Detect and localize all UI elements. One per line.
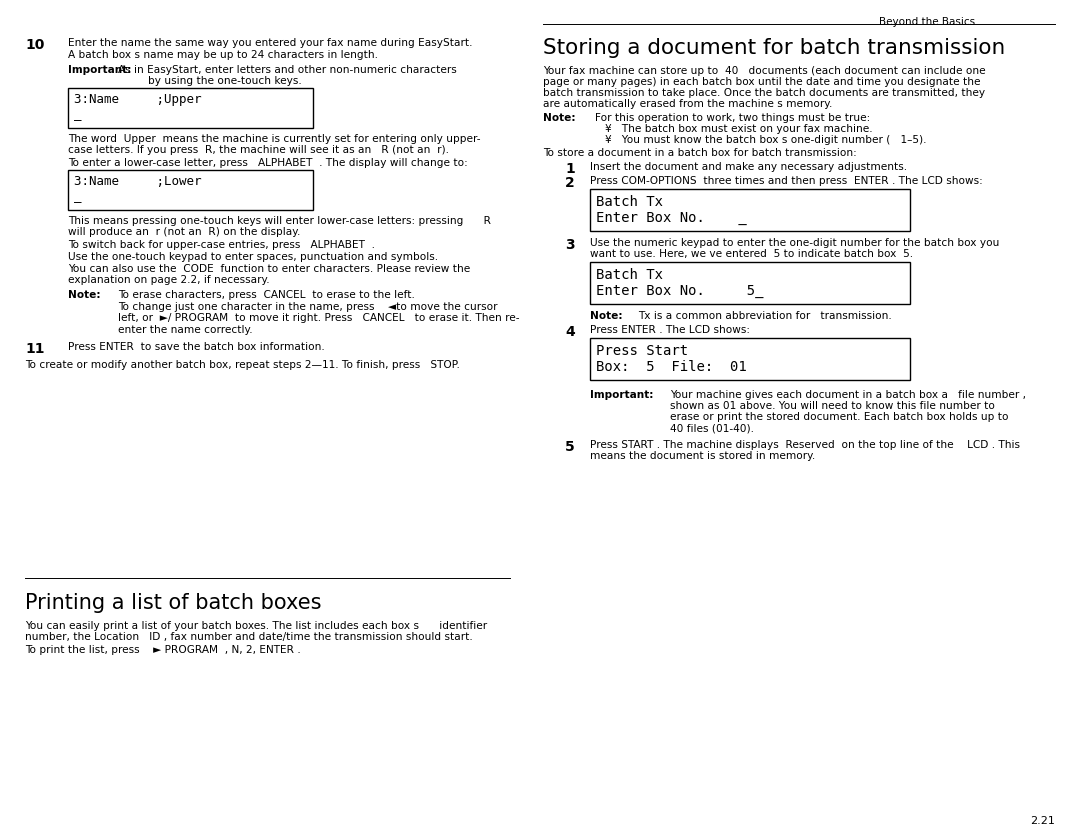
Text: case letters. If you press  R, the machine will see it as an   R (not an  r).: case letters. If you press R, the machin… [68,145,449,155]
Text: As in EasyStart, enter letters and other non-numeric characters: As in EasyStart, enter letters and other… [118,65,457,75]
Bar [68,88,313,128]
Text: Note:: Note: [590,311,623,321]
Text: Note:: Note: [68,290,100,300]
Text: Note:: Note: [543,113,576,123]
Text: 40 files (01-40).: 40 files (01-40). [670,423,754,433]
Text: number, the Location   ID , fax number and date/time the transmission should sta: number, the Location ID , fax number and… [25,632,473,642]
Text: erase or print the stored document. Each batch box holds up to: erase or print the stored document. Each… [670,412,1009,422]
Text: 3: 3 [565,238,575,252]
Text: Tx is a common abbreviation for   transmission.: Tx is a common abbreviation for transmis… [638,311,892,321]
Text: by using the one-touch keys.: by using the one-touch keys. [148,76,301,86]
Text: Important:: Important: [590,390,653,400]
Text: are automatically erased from the machine s memory.: are automatically erased from the machin… [543,99,833,109]
Bar [68,170,313,210]
Text: Press COM‑OPTIONS  three times and then press  ENTER . The LCD shows:: Press COM‑OPTIONS three times and then p… [590,176,983,186]
Text: Enter the name the same way you entered your fax name during EasyStart.: Enter the name the same way you entered … [68,38,473,48]
Text: ¥   You must know the batch box s one-digit number (   1–5).: ¥ You must know the batch box s one-digi… [605,135,927,145]
Text: 3:Name     ;Upper: 3:Name ;Upper [75,93,202,106]
Text: explanation on page 2.2, if necessary.: explanation on page 2.2, if necessary. [68,275,270,285]
Text: A batch box s name may be up to 24 characters in length.: A batch box s name may be up to 24 chara… [68,50,378,60]
Text: _: _ [75,190,81,203]
Text: To erase characters, press  CANCEL  to erase to the left.: To erase characters, press CANCEL to era… [118,290,415,300]
Text: Press ENTER  to save the batch box information.: Press ENTER to save the batch box inform… [68,342,325,352]
Text: want to use. Here, we ve entered  5 to indicate batch box  5.: want to use. Here, we ve entered 5 to in… [590,249,913,259]
Text: Press Start: Press Start [596,344,688,358]
Text: ¥   The batch box must exist on your fax machine.: ¥ The batch box must exist on your fax m… [605,124,873,134]
Text: means the document is stored in memory.: means the document is stored in memory. [590,451,815,461]
Text: Press START . The machine displays  Reserved  on the top line of the    LCD . Th: Press START . The machine displays Reser… [590,440,1020,450]
Text: _: _ [75,108,81,121]
Text: left, or  ►/ PROGRAM  to move it right. Press   CANCEL   to erase it. Then re-: left, or ►/ PROGRAM to move it right. Pr… [118,313,519,323]
Text: Your fax machine can store up to  40   documents (each document can include one: Your fax machine can store up to 40 docu… [543,66,986,76]
Text: Beyond the Basics: Beyond the Basics [879,17,975,27]
Text: 5: 5 [565,440,575,454]
Text: 2.21: 2.21 [1030,816,1055,826]
Text: 11: 11 [25,342,44,356]
Text: page or many pages) in each batch box until the date and time you designate the: page or many pages) in each batch box un… [543,77,981,87]
Text: 3:Name     ;Lower: 3:Name ;Lower [75,175,202,188]
Text: The word  Upper  means the machine is currently set for entering only upper-: The word Upper means the machine is curr… [68,134,481,144]
Text: 1: 1 [565,162,575,176]
Text: To switch back for upper-case entries, press   ALPHABET  .: To switch back for upper-case entries, p… [68,240,375,250]
Text: Batch Tx: Batch Tx [596,268,663,282]
Text: Enter Box No.     5_: Enter Box No. 5_ [596,284,764,298]
Text: Batch Tx: Batch Tx [596,195,663,209]
Text: Your machine gives each document in a batch box a   file number ,: Your machine gives each document in a ba… [670,390,1026,400]
Text: This means pressing one-touch keys will enter lower-case letters: pressing      : This means pressing one-touch keys will … [68,216,491,226]
Text: Storing a document for batch transmission: Storing a document for batch transmissio… [543,38,1005,58]
Text: To change just one character in the name, press    ◄to move the cursor: To change just one character in the name… [118,302,498,312]
Text: 10: 10 [25,38,44,52]
Text: You can easily print a list of your batch boxes. The list includes each box s   : You can easily print a list of your batc… [25,621,487,631]
Text: 2: 2 [565,176,575,190]
Text: For this operation to work, two things must be true:: For this operation to work, two things m… [595,113,870,123]
Text: batch transmission to take place. Once the batch documents are transmitted, they: batch transmission to take place. Once t… [543,88,985,98]
Text: Box:  5  File:  01: Box: 5 File: 01 [596,360,746,374]
Text: Use the one-touch keypad to enter spaces, punctuation and symbols.: Use the one-touch keypad to enter spaces… [68,252,438,262]
Text: 4: 4 [565,325,575,339]
Text: Press ENTER . The LCD shows:: Press ENTER . The LCD shows: [590,325,750,335]
Text: shown as 01 above. You will need to know this file number to: shown as 01 above. You will need to know… [670,401,995,411]
Text: You can also use the  CODE  function to enter characters. Please review the: You can also use the CODE function to en… [68,264,470,274]
Text: Important:: Important: [68,65,132,75]
Text: Insert the document and make any necessary adjustments.: Insert the document and make any necessa… [590,162,907,172]
Text: To create or modify another batch box, repeat steps 2—11. To finish, press   STO: To create or modify another batch box, r… [25,360,460,370]
Text: To print the list, press    ► PROGRAM  , N, 2, ENTER .: To print the list, press ► PROGRAM , N, … [25,645,300,655]
Text: Use the numeric keypad to enter the one-digit number for the batch box you: Use the numeric keypad to enter the one-… [590,238,999,248]
Text: will produce an  r (not an  R) on the display.: will produce an r (not an R) on the disp… [68,227,300,237]
Text: Printing a list of batch boxes: Printing a list of batch boxes [25,593,322,613]
Bar [590,189,910,231]
Text: To enter a lower-case letter, press   ALPHABET  . The display will change to:: To enter a lower-case letter, press ALPH… [68,158,468,168]
Bar [590,338,910,380]
Text: enter the name correctly.: enter the name correctly. [118,325,253,335]
Bar [590,262,910,304]
Text: Enter Box No.    _: Enter Box No. _ [596,211,746,225]
Text: To store a document in a batch box for batch transmission:: To store a document in a batch box for b… [543,148,856,158]
